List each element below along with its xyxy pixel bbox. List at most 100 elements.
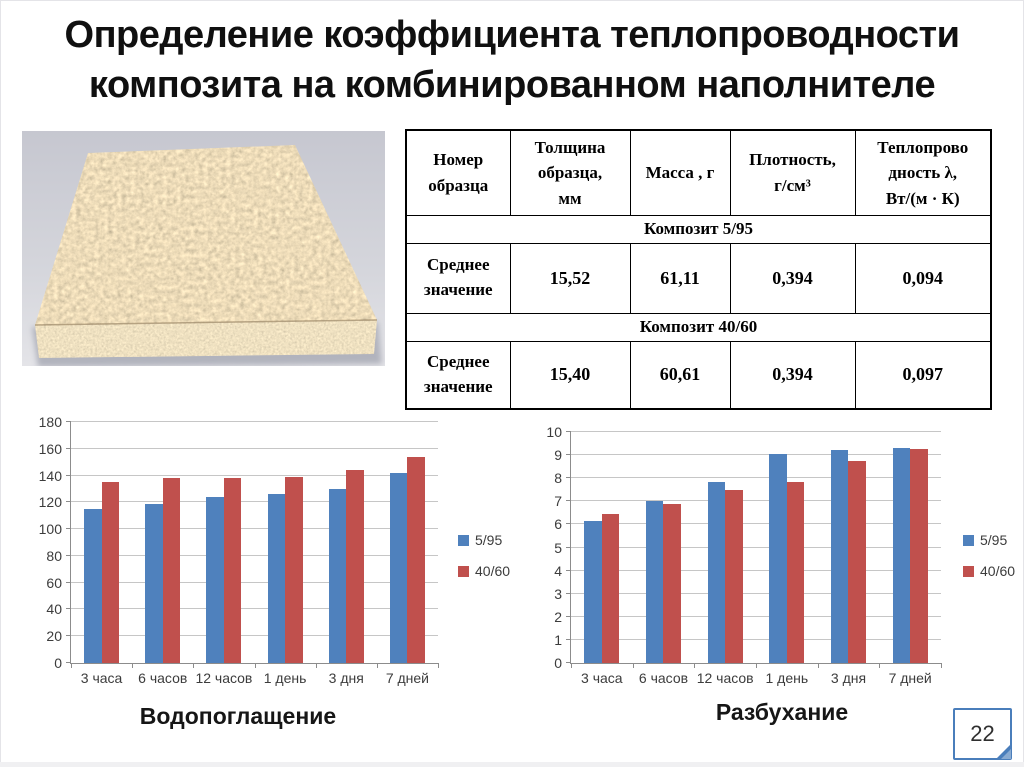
gridline [71,635,438,637]
table-section-band: Композит 40/60 [405,312,992,342]
bar-group [571,432,633,663]
gridline [71,608,438,610]
gridline [71,554,438,556]
legend-swatch-icon [458,565,469,577]
x-axis-tick [438,663,439,668]
bar-40-60 [407,456,425,663]
cell-density: 0,394 [729,340,856,410]
table-section-band: Композит 5/95 [405,214,992,244]
x-axis-label: 1 день [765,670,809,686]
y-axis-label: 120 [38,494,62,511]
y-axis-label: 5 [554,539,562,556]
y-axis-tick [566,592,571,594]
table-row: Среднее значение 15,40 60,61 0,394 0,097 [405,340,992,410]
gridline [571,615,941,617]
x-axis-tick [694,663,696,668]
bar-40-60 [786,481,805,663]
swelling-chart: 0 1 2 3 4 5 6 7 8 9 10 3 часа 6 часов 12 часов 1 день 3… [540,420,1024,697]
x-axis-tick [632,663,634,668]
legend-item: 5/95 [458,532,510,548]
page-fold-icon [996,744,1011,759]
bar-group [377,422,438,663]
x-axis-label: 3 дня [830,670,867,686]
gridline [571,569,941,571]
y-axis-tick [66,581,71,583]
legend-label: 5/95 [980,532,1008,548]
col-header-thickness: Толщина образца, мм [509,129,631,216]
y-axis-label: 100 [38,521,62,538]
legend-swatch-icon [963,565,974,577]
gridline [571,546,941,548]
bar-group [879,432,941,663]
legend: 5/95 40/60 [963,532,1015,579]
page-number-box: 22 [953,708,1012,760]
bar-group [193,422,254,663]
x-axis-label: 6 часов [638,670,689,686]
composite-sample-image [22,131,385,367]
gridline [71,421,438,422]
x-axis-tick [132,663,134,668]
gridline [571,592,941,594]
y-axis-tick [566,546,571,548]
x-axis-tick [817,663,819,668]
legend-item: 40/60 [963,563,1015,579]
y-axis-label: 160 [38,440,62,457]
y-axis-tick [566,500,571,502]
table-row: Среднее значение 15,52 61,11 0,394 0,094 [405,242,992,314]
bar-40-60 [910,449,928,663]
slide-title-line2: композита на комбинированном наполнителе [88,64,936,106]
x-axis-label: 7 дней [385,670,429,686]
bar-40-60 [101,482,119,663]
y-axis-label: 6 [554,516,562,533]
bar-5-95 [84,509,102,663]
cell-density: 0,394 [729,242,856,314]
gridline [71,474,438,476]
results-table: Номер образца Толщина образца, мм Масса … [405,129,992,410]
x-axis-tick [571,663,572,668]
x-axis-label: 1 день [263,670,307,686]
cell-conductivity: 0,094 [854,242,992,314]
x-axis-tick [193,663,195,668]
y-axis-label: 20 [46,628,62,645]
y-axis-tick [566,569,571,571]
section-label-composite-5-95: Композит 5/95 [405,214,992,244]
x-axis-label: 7 дней [888,670,932,686]
bar-5-95 [707,481,726,663]
bar-40-60 [725,489,743,663]
bar-40-60 [223,478,242,663]
y-axis-label: 60 [46,574,62,591]
bar-5-95 [645,501,664,663]
bar-40-60 [848,460,867,663]
bar-group [71,422,132,663]
legend: 5/95 40/60 [458,532,510,579]
gridline [571,477,941,479]
x-axis-tick [254,663,256,668]
y-axis-tick [566,615,571,617]
bar-group [818,432,880,663]
cell-thickness: 15,40 [509,340,631,410]
slide-title-line1: Определение коэффициента теплопроводност… [64,14,960,56]
gridline [571,500,941,502]
legend-swatch-icon [458,534,469,546]
bar-5-95 [830,450,849,663]
x-axis-label: 12 часов [195,670,253,686]
cell-mass: 61,11 [629,242,731,314]
col-header-sample-number: Номер образца [405,129,511,216]
bar-40-60 [285,476,303,663]
y-axis-label: 140 [38,467,62,484]
gridline [71,447,438,449]
col-header-density: Плотность, г/см³ [729,129,856,216]
bar-5-95 [769,453,787,663]
row-label-average: Среднее значение [405,340,511,410]
page-number: 22 [970,721,995,746]
y-axis-label: 3 [554,585,562,602]
y-axis-tick [66,421,71,422]
y-axis-tick [66,501,71,503]
legend-label: 5/95 [475,532,503,548]
legend-item: 40/60 [458,563,510,579]
y-axis-label: 0 [54,655,62,671]
bar-group [316,422,377,663]
y-axis-tick [566,523,571,525]
y-axis-tick [566,431,571,432]
